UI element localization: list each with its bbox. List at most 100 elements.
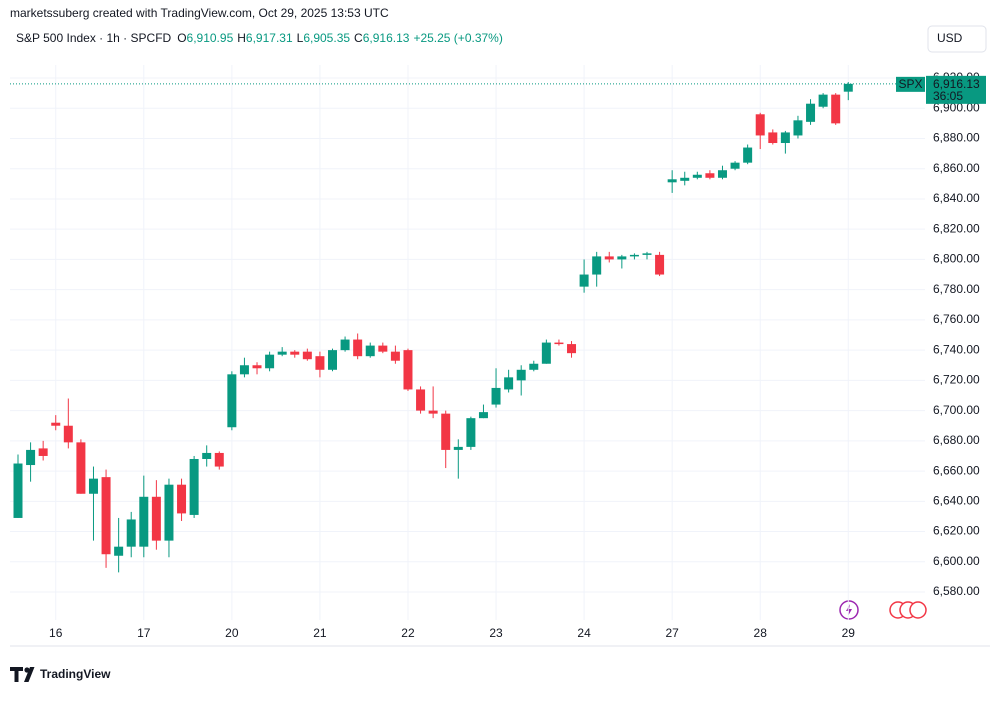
candle-body	[76, 442, 86, 494]
candle	[63, 398, 73, 449]
candle	[541, 339, 551, 364]
candle	[692, 171, 702, 180]
candle	[604, 251, 614, 263]
candle	[252, 362, 262, 375]
candle	[26, 442, 36, 482]
candle-body	[667, 179, 677, 183]
candle	[516, 365, 526, 396]
candle	[139, 475, 149, 558]
candle	[466, 416, 476, 450]
candle-body	[63, 425, 73, 443]
candle-body	[453, 446, 463, 450]
candle-body	[151, 496, 161, 541]
candle-body	[51, 422, 61, 426]
candle-body	[26, 449, 36, 466]
candle	[88, 466, 98, 541]
candle	[806, 99, 816, 125]
candle-body	[780, 132, 790, 144]
candle-body	[843, 83, 853, 92]
candle-body	[793, 120, 803, 136]
candle	[51, 415, 61, 431]
y-tick-label: 6,780.00	[933, 282, 980, 296]
y-tick-label: 6,720.00	[933, 373, 980, 387]
y-tick-label: 6,900.00	[933, 100, 980, 114]
candle-body	[214, 452, 224, 467]
candle	[328, 348, 337, 372]
currency-label[interactable]: USD	[937, 31, 963, 45]
currency-button[interactable]	[927, 25, 987, 53]
candle-body	[617, 256, 627, 260]
ohlc-value: 6,910.95	[187, 31, 234, 45]
candle-body	[768, 132, 778, 144]
candle	[680, 171, 690, 186]
candle	[101, 469, 111, 568]
candle	[189, 455, 199, 518]
y-tick-label: 6,620.00	[933, 524, 980, 538]
candle-body	[705, 173, 715, 178]
candle	[214, 451, 224, 470]
candle	[441, 410, 451, 469]
candle-body	[265, 354, 275, 369]
ohlc-key: C	[354, 31, 363, 45]
symbol-header: S&P 500 Index · 1h · SPCFD O6,910.95 H6,91…	[16, 31, 503, 45]
candle	[390, 345, 400, 364]
last-price-box	[926, 75, 986, 104]
y-tick-label: 6,740.00	[933, 342, 980, 356]
candle-body	[642, 253, 652, 255]
candle-body	[491, 387, 501, 405]
candle-body	[353, 339, 363, 357]
ohlc-value: 6,905.35	[303, 31, 350, 45]
candle-body	[390, 351, 400, 361]
flag-icon	[909, 601, 927, 619]
candle-body	[478, 412, 488, 419]
candle-body	[328, 350, 337, 370]
candle-body	[290, 351, 300, 355]
y-tick-label: 6,600.00	[933, 554, 980, 568]
candle-body	[378, 345, 388, 352]
x-tick-label: 29	[842, 626, 856, 640]
candle-body	[629, 254, 639, 257]
candle-body	[101, 477, 111, 555]
candle	[504, 369, 514, 393]
candle	[302, 348, 312, 361]
candle-body	[126, 519, 136, 547]
candle-body	[466, 418, 476, 447]
x-tick-label: 24	[577, 626, 591, 640]
candle-body	[818, 94, 828, 107]
candle	[353, 333, 363, 360]
logo-mark	[10, 667, 35, 682]
candle-body	[302, 351, 312, 360]
candle-body	[516, 369, 526, 381]
y-tick-label: 6,840.00	[933, 191, 980, 205]
countdown: 36:05	[933, 89, 963, 103]
candle	[843, 82, 853, 101]
x-tick-label: 20	[225, 626, 239, 640]
x-tick-label: 27	[665, 626, 679, 640]
candle	[114, 517, 124, 573]
candle-body	[202, 452, 212, 459]
candle	[126, 511, 136, 558]
candle	[831, 93, 841, 125]
candle	[554, 339, 564, 346]
candle	[416, 386, 426, 414]
candle	[768, 129, 778, 145]
candle	[655, 251, 665, 277]
candle	[202, 445, 212, 467]
candle	[227, 371, 237, 431]
logo-dot	[24, 667, 30, 673]
logo: TradingView	[10, 667, 111, 682]
candle	[265, 351, 275, 372]
candle	[315, 351, 325, 378]
candle-body	[365, 345, 375, 357]
candle	[629, 253, 639, 260]
symbol-tag: SPX	[898, 77, 922, 91]
candle-body	[403, 350, 413, 390]
candle-body	[680, 177, 690, 181]
candle	[428, 386, 438, 419]
candle-body	[189, 458, 199, 515]
ohlc-key: H	[237, 31, 246, 45]
y-tick-label: 6,700.00	[933, 403, 980, 417]
y-tick-label: 6,820.00	[933, 221, 980, 235]
candle-body	[717, 170, 727, 178]
price-change: +25.25 (+0.37%)	[413, 31, 502, 45]
